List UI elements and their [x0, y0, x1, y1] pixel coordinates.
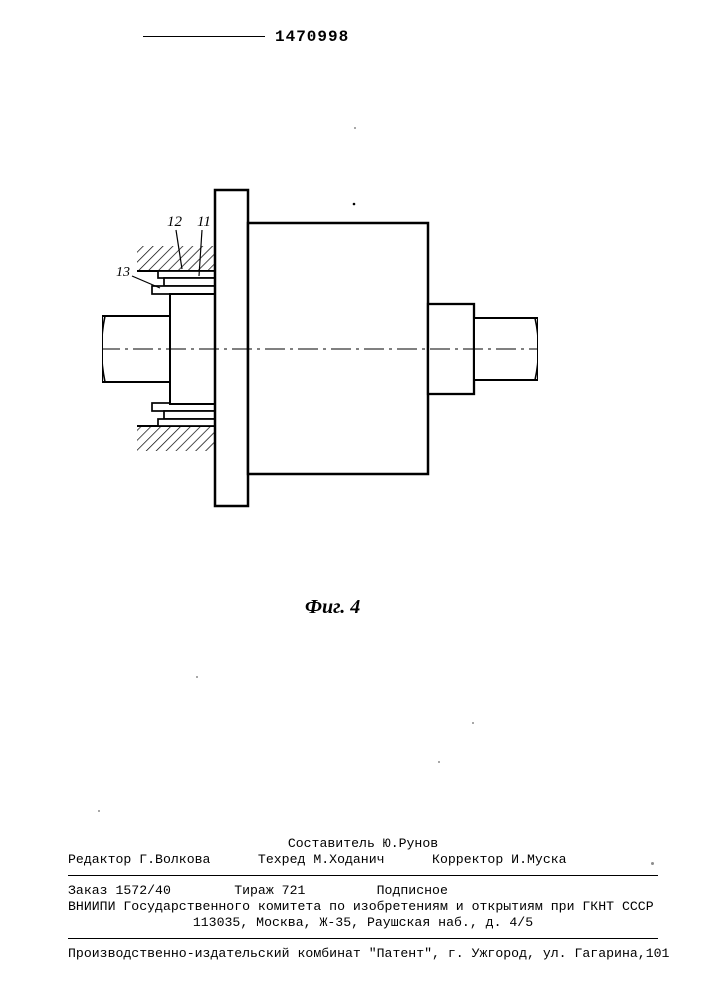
speckle: [438, 761, 440, 763]
ref-11: 11: [197, 214, 211, 230]
document-number: 1470998: [275, 28, 349, 46]
speckle: [472, 722, 474, 724]
compiler-line: Составитель Ю.Рунов: [68, 836, 658, 852]
speckle: [98, 810, 100, 812]
rule-2: [68, 938, 658, 939]
address-line: 113035, Москва, Ж-35, Раушская наб., д. …: [68, 915, 658, 931]
page: 1470998: [0, 0, 707, 1000]
ref-13: 13: [116, 265, 130, 280]
vniipi-line: ВНИИПИ Государственного комитета по изоб…: [68, 899, 658, 915]
speckle: [354, 127, 356, 129]
patent-line: Производственно-издательский комбинат "П…: [68, 946, 658, 962]
footer: Составитель Ю.Рунов Редактор Г.Волкова Т…: [68, 836, 658, 963]
rule-1: [68, 875, 658, 876]
speckle: [196, 676, 198, 678]
order-line: Заказ 1572/40 Тираж 721 Подписное: [68, 883, 658, 899]
figure: 12 11 13: [102, 168, 538, 598]
credits-line: Редактор Г.Волкова Техред М.Ходанич Корр…: [68, 852, 658, 868]
figure-caption: Фиг. 4: [305, 596, 360, 619]
speckle: [651, 862, 654, 865]
top-rule: [143, 36, 265, 37]
ref-12: 12: [167, 214, 183, 230]
figure-svg: 12 11 13: [102, 168, 538, 598]
